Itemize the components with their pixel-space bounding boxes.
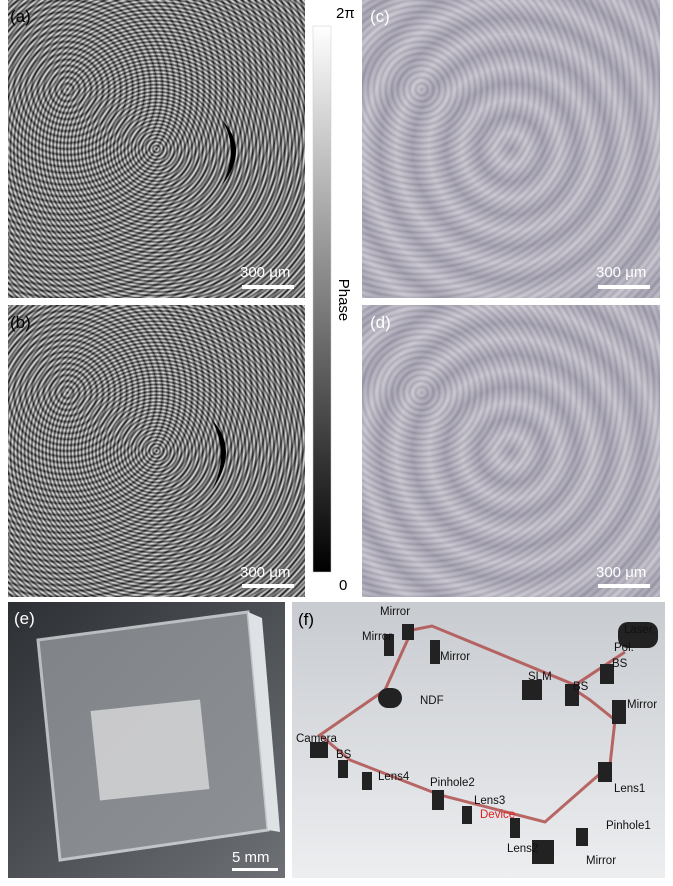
scale-bar-label: 300 μm: [240, 564, 290, 581]
setup-label: Mirror: [627, 699, 657, 711]
phase-texture: [8, 305, 305, 597]
setup-label: Lens1: [614, 783, 645, 795]
phase-texture: [8, 0, 305, 298]
setup-label: BS: [573, 681, 589, 693]
setup-label: Lens2: [507, 843, 538, 855]
scale-bar: [232, 868, 278, 871]
panel-d: (d) 300 μm: [362, 305, 660, 597]
setup-label: BS: [336, 749, 352, 761]
setup-label: Pol.: [614, 642, 634, 654]
panel-f: (f) Mirror Mirror Mirror Laser Pol. BS S…: [292, 602, 665, 878]
scale-bar: [242, 584, 294, 588]
setup-label: Pinhole2: [430, 777, 475, 789]
setup-label: Laser: [624, 624, 653, 636]
panel-label: (d): [370, 313, 391, 332]
colorbar-bottom: 0: [339, 577, 347, 594]
setup-label: BS: [612, 658, 628, 670]
hologram-texture: [362, 305, 660, 597]
setup-label: Pinhole1: [606, 820, 651, 832]
scale-bar: [598, 584, 650, 588]
setup-label: Mirror: [380, 606, 410, 618]
colorbar-gradient: [313, 26, 331, 572]
device-array: [91, 699, 210, 800]
setup-label: Device: [480, 809, 515, 821]
scale-bar: [242, 285, 294, 289]
panel-label: (b): [10, 313, 31, 332]
colorbar-label: Phase: [335, 279, 352, 322]
setup-label: Lens4: [378, 771, 410, 783]
setup-label: Mirror: [586, 855, 616, 867]
panel-label: (c): [370, 7, 390, 26]
figure: (a) 300 μm (b) 300 μm 2π 0 Phase (c) 300…: [0, 0, 673, 881]
scale-bar-label: 5 mm: [232, 849, 270, 866]
hologram-texture: [362, 0, 660, 298]
scale-bar: [598, 285, 650, 289]
panel-a: (a) 300 μm: [8, 0, 305, 298]
setup-label: Camera: [296, 733, 338, 745]
panel-label: (e): [14, 609, 35, 628]
panel-e: (e) 5 mm: [8, 602, 285, 878]
panel-label: (f): [298, 610, 314, 629]
colorbar: 2π 0 Phase: [313, 5, 355, 594]
scale-bar-label: 300 μm: [596, 564, 646, 581]
colorbar-top: 2π: [336, 5, 355, 22]
setup-label: Lens3: [474, 795, 505, 807]
scale-bar-label: 300 μm: [596, 264, 646, 281]
panel-label: (a): [10, 7, 31, 26]
scale-bar-label: 300 μm: [240, 264, 290, 281]
setup-label: Mirror: [440, 651, 470, 663]
setup-label: NDF: [420, 695, 444, 707]
setup-background: [292, 602, 665, 878]
panel-c: (c) 300 μm: [362, 0, 660, 298]
setup-label: Mirror: [362, 631, 392, 643]
panel-b: (b) 300 μm: [8, 305, 305, 597]
setup-label: SLM: [528, 671, 552, 683]
